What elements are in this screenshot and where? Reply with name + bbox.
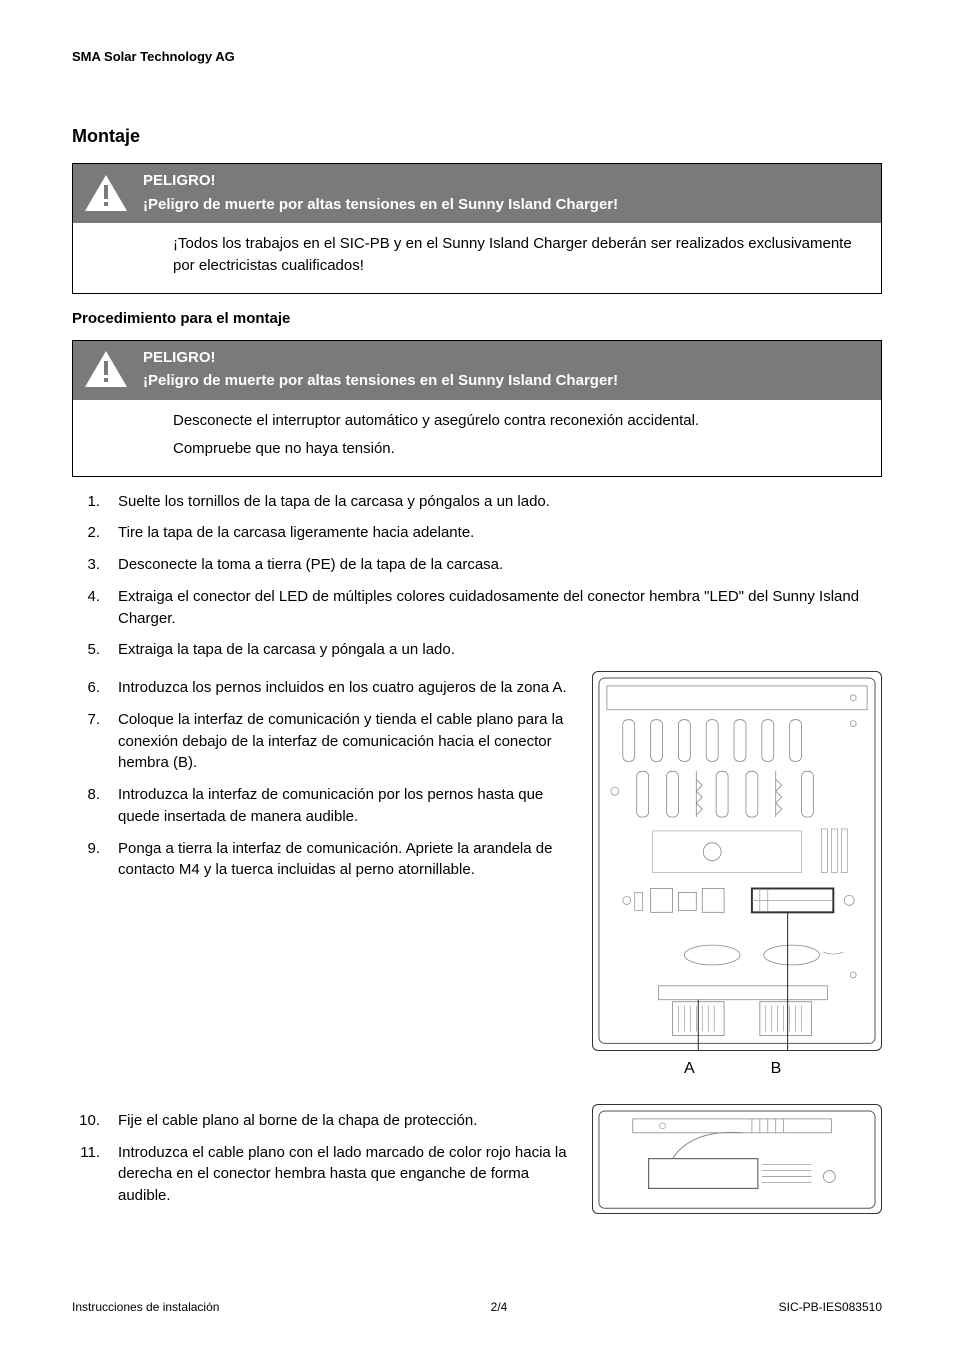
step-text: Tire la tapa de la carcasa ligeramente h… [118,522,474,544]
footer-center: 2/4 [491,1299,508,1316]
danger-subtitle-2: ¡Peligro de muerte por altas tensiones e… [143,370,618,392]
step-number: 7. [72,709,100,774]
step-text: Extraiga la tapa de la carcasa y póngala… [118,639,455,661]
figure-label-a: A [684,1057,695,1080]
step-3: 3. Desconecte la toma a tierra (PE) de la… [72,554,882,576]
step-11: 11. Introduzca el cable plano con el lado… [72,1142,572,1207]
step-text: Fije el cable plano al borne de la chapa… [118,1110,477,1132]
danger-body-text-2a: Desconecte el interruptor automático y a… [173,410,867,432]
step-5: 5. Extraiga la tapa de la carcasa y pónga… [72,639,882,661]
danger-title-1: PELIGRO! [143,170,618,192]
step-9: 9. Ponga a tierra la interfaz de comunica… [72,838,572,882]
step-8: 8. Introduzca la interfaz de comunicación… [72,784,572,828]
step-text: Introduzca la interfaz de comunicación p… [118,784,572,828]
step-1: 1. Suelte los tornillos de la tapa de la … [72,491,882,513]
subsection-title: Procedimiento para el montaje [72,308,882,330]
warning-triangle-icon [83,349,129,389]
step-text: Coloque la interfaz de comunicación y ti… [118,709,572,774]
step-number: 3. [72,554,100,576]
procedure-list: 1. Suelte los tornillos de la tapa de la … [72,491,882,662]
step-7: 7. Coloque la interfaz de comunicación y … [72,709,572,774]
footer-right: SIC-PB-IES083510 [779,1299,882,1316]
step-number: 6. [72,677,100,699]
step-text: Extraiga el conector del LED de múltiple… [118,586,882,630]
danger-header-1: PELIGRO! ¡Peligro de muerte por altas te… [73,164,881,224]
danger-body-text-2b: Compruebe que no haya tensión. [173,438,867,460]
danger-body-1: ¡Todos los trabajos en el SIC-PB y en el… [73,223,881,293]
step-number: 8. [72,784,100,828]
step-text: Suelte los tornillos de la tapa de la ca… [118,491,550,513]
step-number: 11. [72,1142,100,1207]
step-2: 2. Tire la tapa de la carcasa ligeramente… [72,522,882,544]
procedure-list-c: 10. Fije el cable plano al borne de la ch… [72,1110,572,1207]
section-title: Montaje [72,123,882,149]
danger-body-text-1: ¡Todos los trabajos en el SIC-PB y en el… [173,233,867,277]
footer-left: Instrucciones de instalación [72,1299,219,1316]
danger-box-2: PELIGRO! ¡Peligro de muerte por altas te… [72,340,882,477]
step-text: Desconecte la toma a tierra (PE) de la t… [118,554,503,576]
danger-title-2: PELIGRO! [143,347,618,369]
step-text: Introduzca los pernos incluidos en los c… [118,677,567,699]
step-number: 5. [72,639,100,661]
warning-triangle-icon [83,173,129,213]
danger-header-2: PELIGRO! ¡Peligro de muerte por altas te… [73,341,881,401]
page-footer: Instrucciones de instalación 2/4 SIC-PB-… [72,1299,882,1316]
step-number: 10. [72,1110,100,1132]
step-4: 4. Extraiga el conector del LED de múltip… [72,586,882,630]
step-number: 4. [72,586,100,630]
step-number: 2. [72,522,100,544]
danger-body-2: Desconecte el interruptor automático y a… [73,400,881,476]
device-diagram-1 [592,671,882,1050]
step-text: Introduzca el cable plano con el lado ma… [118,1142,572,1207]
step-6: 6. Introduzca los pernos incluidos en los… [72,677,572,699]
danger-subtitle-1: ¡Peligro de muerte por altas tensiones e… [143,194,618,216]
danger-box-1: PELIGRO! ¡Peligro de muerte por altas te… [72,163,882,294]
step-number: 1. [72,491,100,513]
step-10: 10. Fije el cable plano al borne de la ch… [72,1110,572,1132]
step-text: Ponga a tierra la interfaz de comunicaci… [118,838,572,882]
figure-label-b: B [771,1057,782,1080]
connector-diagram-2 [592,1104,882,1214]
company-name: SMA Solar Technology AG [72,48,882,67]
procedure-list-b: 6. Introduzca los pernos incluidos en los… [72,677,572,881]
step-number: 9. [72,838,100,882]
